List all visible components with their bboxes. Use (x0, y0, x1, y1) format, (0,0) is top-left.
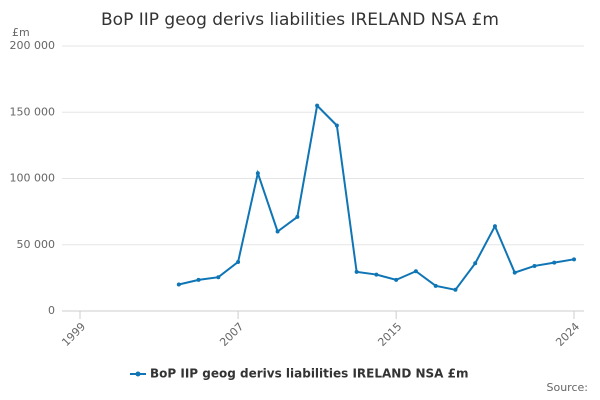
data-point (196, 277, 201, 282)
chart-title: BoP IIP geog derivs liabilities IRELAND … (101, 10, 499, 30)
source: Source: (547, 381, 589, 394)
data-point (354, 269, 359, 274)
data-point (374, 272, 379, 277)
y-unit: £m (12, 26, 30, 39)
data-point (255, 171, 260, 176)
data-point (315, 103, 320, 108)
data-point (473, 261, 478, 266)
legend-marker (135, 371, 141, 377)
legend-label: BoP IIP geog derivs liabilities IRELAND … (150, 367, 469, 381)
data-point (216, 275, 221, 280)
data-point (176, 282, 181, 287)
data-point (236, 259, 241, 264)
y-tick-label: 150 000 (10, 105, 56, 118)
data-point (572, 257, 576, 262)
x-tick-label: 2015 (375, 320, 404, 349)
data-point (334, 123, 339, 128)
data-point (532, 263, 537, 268)
data-point (512, 270, 517, 275)
y-tick-label: 100 000 (10, 172, 56, 185)
y-tick-label: 0 (48, 304, 55, 317)
x-tick-label: 1999 (59, 320, 88, 349)
data-point (453, 287, 458, 292)
x-tick-label: 2007 (217, 320, 246, 349)
data-point (275, 229, 280, 234)
y-tick-label: 50 000 (17, 238, 56, 251)
data-point (394, 277, 399, 282)
y-tick-label: 200 000 (10, 39, 56, 52)
data-point (552, 260, 557, 265)
data-point (492, 224, 497, 229)
data-point (413, 269, 418, 274)
data-point (295, 214, 300, 219)
x-tick-label: 2024 (553, 320, 582, 349)
data-point (433, 283, 438, 288)
